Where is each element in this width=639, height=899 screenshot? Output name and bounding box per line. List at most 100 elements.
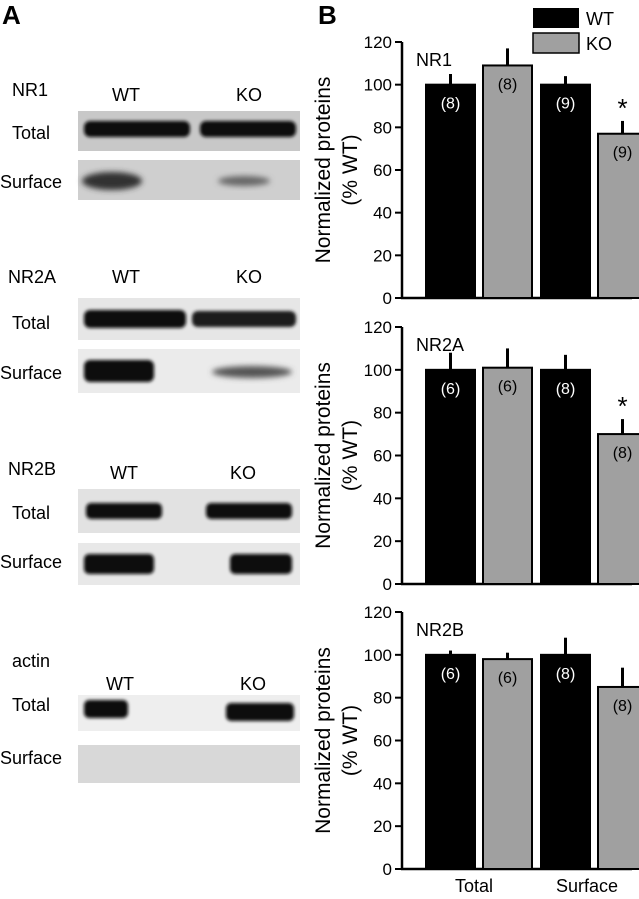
y-axis-label-unit: (% WT) xyxy=(339,705,362,776)
y-tick-label: 20 xyxy=(373,817,392,836)
legend-swatch-wt xyxy=(533,8,579,28)
blot-nr2a-surface-band-wt xyxy=(84,360,154,382)
blot-nr2b-total-band-wt xyxy=(86,503,162,519)
blot-nr2a-total-band-wt xyxy=(84,310,186,328)
bar-wt-total xyxy=(425,653,476,870)
y-axis-label-unit: (% WT) xyxy=(339,420,362,491)
bar-ko-total xyxy=(482,658,533,870)
y-tick-label: 100 xyxy=(364,361,392,380)
y-axis-label: Normalized proteins xyxy=(312,362,335,549)
blot-actin-total-band-wt xyxy=(84,700,128,718)
blot-nr1-row-surface: Surface xyxy=(0,172,62,192)
y-tick-label: 100 xyxy=(364,646,392,665)
blot-nr2a-lane-ko: KO xyxy=(236,267,262,287)
blot-nr2a-total-band-ko xyxy=(192,311,296,327)
chart-nr2b: NR2B Normalized proteins (% WT) 0 20 40 60 80 10… xyxy=(312,603,639,879)
bar-wt-surface xyxy=(540,83,591,299)
blot-nr2b-title: NR2B xyxy=(8,459,56,479)
blot-nr2b-lane-ko: KO xyxy=(230,463,256,483)
blot-nr1: NR1 WT KO Total Surface xyxy=(0,80,300,200)
chart-title: NR2A xyxy=(416,335,464,355)
blot-actin-row-surface: Surface xyxy=(0,748,62,768)
x-category-label-surface: Surface xyxy=(556,876,618,896)
n-label-wt-surface: (9) xyxy=(556,96,576,113)
n-label-wt-surface: (8) xyxy=(556,666,576,683)
n-label-ko-surface: (8) xyxy=(613,445,633,462)
blot-nr2b-lane-wt: WT xyxy=(110,463,138,483)
blot-nr2b-surface-band-ko xyxy=(230,554,292,574)
chart-title: NR1 xyxy=(416,50,452,70)
blot-nr2b-row-total: Total xyxy=(12,503,50,523)
blot-actin-lane-wt: WT xyxy=(106,674,134,694)
n-label-wt-surface: (8) xyxy=(556,381,576,398)
bar-wt-surface xyxy=(540,653,591,870)
y-tick-label: 0 xyxy=(383,289,392,308)
blot-nr2b-row-surface: Surface xyxy=(0,552,62,572)
significance-asterisk: * xyxy=(617,391,627,421)
blot-actin-surface-membrane xyxy=(78,745,300,783)
n-label-wt-total: (6) xyxy=(441,381,461,398)
blot-nr1-surface-band-wt xyxy=(82,172,142,190)
blot-nr1-row-total: Total xyxy=(12,123,50,143)
blot-actin-total-band-ko xyxy=(226,703,294,721)
y-tick-label: 60 xyxy=(373,447,392,466)
chart-nr2a: NR2A Normalized proteins (% WT) 0 20 40 60 80 10… xyxy=(312,318,639,594)
n-label-wt-total: (8) xyxy=(441,96,461,113)
blot-nr2a-title: NR2A xyxy=(8,267,56,287)
blot-nr2a-row-total: Total xyxy=(12,313,50,333)
legend-label-ko: KO xyxy=(586,34,612,54)
y-axis-label-unit: (% WT) xyxy=(339,134,362,205)
y-tick-label: 100 xyxy=(364,76,392,95)
blot-nr2b-surface-band-wt xyxy=(84,554,154,574)
bar-ko-surface xyxy=(597,685,639,870)
blot-nr1-lane-wt: WT xyxy=(112,85,140,105)
y-tick-label: 80 xyxy=(373,689,392,708)
blot-nr2a-surface-band-ko xyxy=(212,366,292,378)
legend: WT KO xyxy=(532,8,614,54)
y-tick-label: 80 xyxy=(373,118,392,137)
bar-ko-surface xyxy=(597,132,639,299)
panel-a-western-blots: A NR1 WT KO Total Surface NR2A WT KO Tot… xyxy=(0,0,300,783)
y-tick-label: 60 xyxy=(373,732,392,751)
blot-nr1-surface-band-ko xyxy=(218,176,270,186)
legend-label-wt: WT xyxy=(586,9,614,29)
bar-ko-total xyxy=(482,64,533,300)
blot-nr1-total-band-wt xyxy=(84,121,190,137)
significance-asterisk: * xyxy=(617,93,627,123)
x-axis-category-labels: Total Surface xyxy=(455,876,618,896)
y-tick-label: 80 xyxy=(373,404,392,423)
y-tick-label: 120 xyxy=(364,603,392,622)
blot-nr1-total-band-ko xyxy=(200,121,296,137)
y-tick-label: 40 xyxy=(373,774,392,793)
y-axis-label: Normalized proteins xyxy=(312,647,335,834)
y-tick-label: 120 xyxy=(364,318,392,337)
y-tick-label: 40 xyxy=(373,204,392,223)
blot-actin-lane-ko: KO xyxy=(240,674,266,694)
n-label-ko-surface: (8) xyxy=(613,698,633,715)
n-label-ko-total: (8) xyxy=(498,76,518,93)
bar-ko-surface xyxy=(597,433,639,586)
bar-wt-total xyxy=(425,368,476,586)
y-tick-label: 20 xyxy=(373,532,392,551)
panel-b-label: B xyxy=(318,0,337,30)
y-tick-label: 20 xyxy=(373,246,392,265)
n-label-ko-total: (6) xyxy=(498,670,518,687)
blot-actin-row-total: Total xyxy=(12,695,50,715)
n-label-ko-surface: (9) xyxy=(613,145,633,162)
blot-nr1-lane-ko: KO xyxy=(236,85,262,105)
chart-title: NR2B xyxy=(416,620,464,640)
blot-nr1-title: NR1 xyxy=(12,80,48,100)
blot-actin: actin WT KO Total Surface xyxy=(0,651,300,783)
chart-nr1: NR1 Normalized proteins (% WT) 0 20 40 60 80 100… xyxy=(312,33,639,308)
bar-wt-surface xyxy=(540,368,591,586)
blot-nr2a: NR2A WT KO Total Surface xyxy=(0,267,300,393)
blot-nr2a-row-surface: Surface xyxy=(0,363,62,383)
y-tick-label: 60 xyxy=(373,161,392,180)
n-label-wt-total: (6) xyxy=(441,666,461,683)
blot-nr2b: NR2B WT KO Total Surface xyxy=(0,459,300,585)
blot-actin-title: actin xyxy=(12,651,50,671)
blot-nr2b-total-band-ko xyxy=(206,503,292,519)
bar-ko-total xyxy=(482,366,533,586)
blot-nr2a-lane-wt: WT xyxy=(112,267,140,287)
